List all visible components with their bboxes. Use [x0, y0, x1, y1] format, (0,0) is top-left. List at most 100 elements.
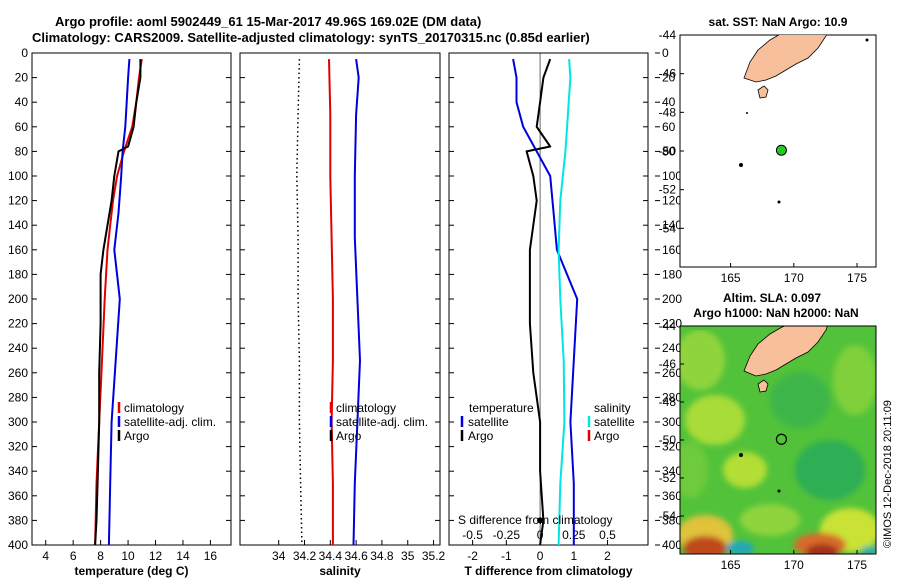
map-lat-label: -46	[659, 67, 677, 81]
depth-tick-label: 280	[8, 390, 28, 404]
depth-tick-label: 160	[8, 243, 28, 257]
x-tick-label: 4	[42, 549, 49, 563]
s-diff-tick-label: -0.25	[493, 528, 521, 542]
sst-map: sat. SST: NaN Argo: 10.9 165 170 175 -44 -46…	[659, 15, 877, 285]
stewart-island	[757, 379, 769, 393]
map-lon-label: 165	[721, 558, 741, 572]
depth-tick-label: 260	[8, 366, 28, 380]
x-tick-label: 34.2	[293, 549, 317, 563]
depth-tick-label: 80	[662, 144, 676, 158]
x-tick-label: 1	[570, 549, 577, 563]
snares-island-dot	[746, 112, 748, 114]
map-lat-label: -50	[659, 144, 677, 158]
legend-temperature-title: temperature	[469, 401, 534, 415]
x-tick-label: 34	[272, 549, 286, 563]
map-lat-label: -52	[659, 183, 677, 197]
legend-s-argo-label: Argo	[594, 429, 620, 443]
depth-tick-label: 20	[15, 71, 29, 85]
x-tick-label: -2	[467, 549, 478, 563]
salinity-legend: climatology satellite-adj. clim. Argo	[329, 401, 428, 443]
map-lon-label: 175	[847, 271, 867, 285]
map-lon-label: 165	[721, 271, 741, 285]
depth-tick-label: 220	[8, 317, 28, 331]
x-tick-label: 2	[604, 549, 611, 563]
legend-s-satellite-label: satellite	[594, 415, 635, 429]
depth-tick-label: 260	[662, 366, 682, 380]
depth-tick-label: 20	[662, 71, 676, 85]
depth-tick-label: 340	[662, 464, 682, 478]
argo-float-marker	[775, 433, 788, 445]
difference-series-satellite-salinity	[557, 59, 572, 546]
figure-title-line2: Climatology: CARS2009. Satellite-adjuste…	[32, 30, 590, 45]
salinity-series-climatology	[328, 59, 334, 545]
depth-tick-label: 80	[15, 144, 29, 158]
depth-tick-label: 300	[8, 415, 28, 429]
sla-map-title-line2: Argo h1000: NaN h2000: NaN	[693, 306, 858, 320]
map-lat-label: -48	[659, 105, 677, 119]
legend-t-argo-label: Argo	[468, 429, 494, 443]
depth-tick-label: 360	[8, 489, 28, 503]
depth-tick-label: 300	[662, 415, 682, 429]
x-tick-label: 0	[537, 549, 544, 563]
temperature-series-climatology	[94, 58, 143, 546]
map-lat-label: -46	[659, 357, 677, 371]
depth-tick-label: 380	[8, 513, 28, 527]
difference-legend: temperature satellite Argo salinity sate…	[460, 401, 635, 443]
imos-watermark: ©IMOS 12-Dec-2018 20:11:09	[882, 400, 894, 548]
x-tick-label: 8	[97, 549, 104, 563]
sla-map: Altim. SLA: 0.097 Argo h1000: NaN h2000:…	[659, 291, 877, 572]
difference-series-argo-temperature	[525, 58, 552, 546]
s-difference-axis-label: S difference from climatology	[458, 513, 613, 527]
difference-panel: 0204060801001201401601802002202402602803…	[448, 46, 682, 578]
depth-tick-label: 360	[662, 489, 682, 503]
x-tick-label: 34.4	[319, 549, 343, 563]
temperature-series-satelliteadjclim	[107, 59, 131, 546]
depth-tick-label: 40	[662, 95, 676, 109]
temperature-panel: 0 20 40 60 80 100 120 140 160 180 200 220 240 260 280 3…	[8, 46, 232, 578]
figure-title-line1: Argo profile: aoml 5902449_61 15-Mar-201…	[55, 14, 481, 29]
new-zealand-land	[743, 326, 828, 377]
depth-tick-label: 180	[8, 267, 28, 281]
depth-tick-label: 100	[662, 169, 682, 183]
legend-argo-label: Argo	[124, 429, 150, 443]
map-lon-label: 175	[847, 558, 867, 572]
difference-frame	[448, 52, 649, 546]
depth-tick-label: 120	[8, 194, 28, 208]
sst-map-axes: 165 170 175 -44 -46 -48 -50 -52 -54	[659, 28, 868, 285]
depth-tick-label: 40	[15, 95, 29, 109]
legend-satellite-label: satellite-adj. clim.	[124, 415, 216, 429]
map-lat-label: -52	[659, 471, 677, 485]
map-lat-label: -50	[659, 433, 677, 447]
x-tick-label: 34.6	[344, 549, 368, 563]
map-lon-label: 170	[784, 558, 804, 572]
x-tick-label: 6	[70, 549, 77, 563]
x-tick-label: 12	[149, 549, 163, 563]
salinity-series-argo	[296, 59, 303, 546]
auckland-island-dot	[739, 453, 743, 457]
difference-series-satellite-temperature	[512, 58, 579, 545]
campbell-island-dot	[777, 200, 781, 204]
depth-tick-label: 320	[662, 440, 682, 454]
temperature-legend: climatology satellite-adj. clim. Argo	[117, 401, 216, 443]
map-lat-label: -48	[659, 395, 677, 409]
depth-tick-label: 0	[662, 46, 669, 60]
depth-tick-label: 140	[8, 218, 28, 232]
salinity-panel: 34 34.2 34.4 34.6 34.8 35 35.2 salinity	[239, 52, 446, 578]
depth-tick-label: 320	[8, 440, 28, 454]
depth-tick-label: 340	[8, 464, 28, 478]
s-diff-tick-label: 0.5	[599, 528, 616, 542]
x-tick-label: -1	[501, 549, 512, 563]
temperature-series-argo	[94, 59, 142, 546]
depth-tick-label: 380	[662, 513, 682, 527]
salinity-frame	[239, 52, 441, 546]
depth-tick-label: 400	[8, 538, 28, 552]
stewart-island	[757, 85, 769, 99]
s-diff-tick-label: -0.5	[462, 528, 483, 542]
x-tick-label: 10	[121, 549, 135, 563]
depth-tick-label: 60	[662, 120, 676, 134]
x-axis-label: temperature (deg C)	[74, 564, 188, 578]
depth-tick-label: 240	[662, 341, 682, 355]
zero-marker	[537, 517, 544, 524]
depth-tick-label: 200	[662, 292, 682, 306]
